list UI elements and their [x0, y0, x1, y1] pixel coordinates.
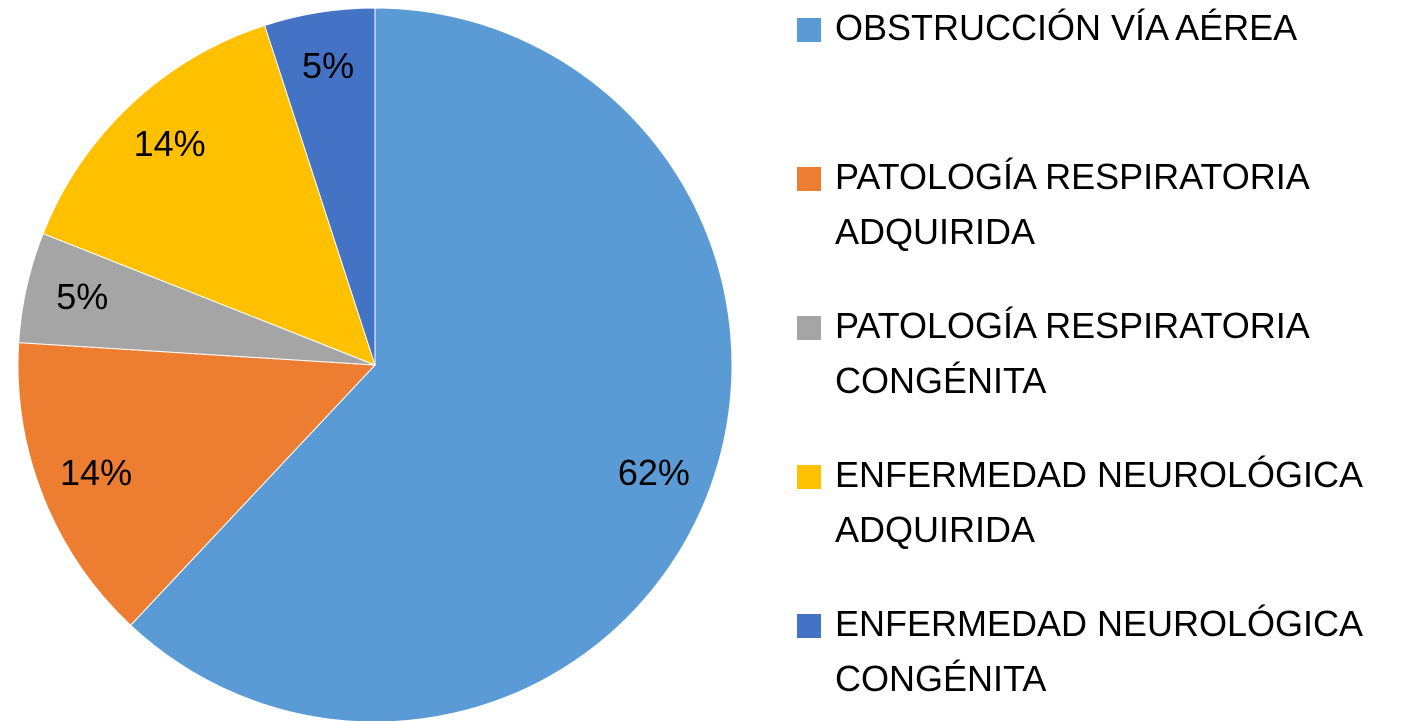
legend-swatch [797, 614, 821, 638]
pie-slice [17, 342, 377, 626]
legend-label: ENFERMEDAD NEUROLÓGICA CONGÉNITA [835, 603, 1363, 699]
data-label: 62% [618, 452, 690, 493]
legend-swatch [797, 167, 821, 191]
legend-label: OBSTRUCCIÓN VÍA AÉREA [835, 7, 1297, 48]
data-label: 5% [56, 276, 108, 317]
legend-label: ENFERMEDAD NEUROLÓGICA ADQUIRIDA [835, 454, 1363, 550]
legend-swatch [797, 18, 821, 42]
pie-slice [129, 7, 733, 721]
legend-swatch [797, 465, 821, 489]
legend-label: PATOLOGÍA RESPIRATORIA ADQUIRIDA [835, 156, 1310, 252]
legend-label: PATOLOGÍA RESPIRATORIA CONGÉNITA [835, 305, 1310, 401]
data-label: 14% [134, 123, 206, 164]
data-label: 5% [302, 45, 354, 86]
pie-slice [264, 7, 376, 366]
data-label: 14% [60, 452, 132, 493]
legend-swatch [797, 316, 821, 340]
